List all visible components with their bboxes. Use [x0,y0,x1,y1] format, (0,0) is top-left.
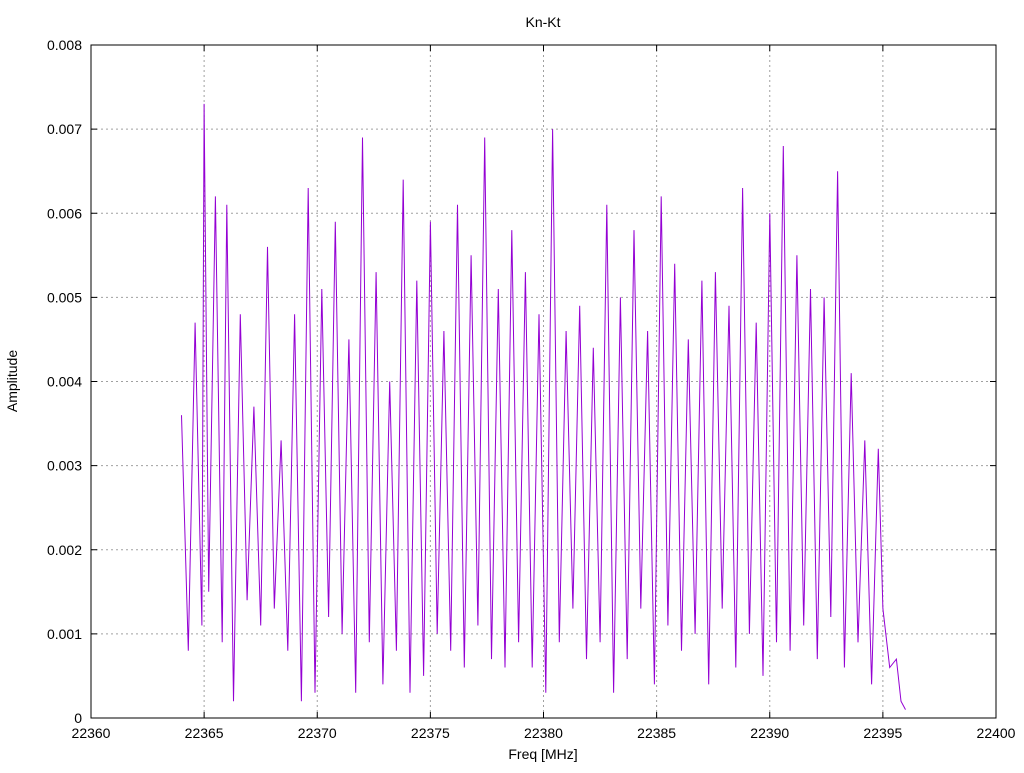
y-tick-label: 0.005 [47,289,82,305]
x-tick-label: 22385 [637,725,676,741]
x-tick-label: 22380 [524,725,563,741]
y-tick-label: 0.001 [47,626,82,642]
y-tick-label: 0.004 [47,374,82,390]
series-layer [181,103,906,710]
y-axis-label: Amplitude [4,350,20,412]
y-tick-label: 0.003 [47,458,82,474]
y-tick-label: 0.002 [47,542,82,558]
x-tick-label: 22375 [411,725,450,741]
chart-title: Kn-Kt [525,14,560,30]
series-line-0 [181,103,906,710]
grid-layer [91,45,996,718]
x-tick-label: 22390 [750,725,789,741]
x-tick-label: 22395 [863,725,902,741]
y-tick-label: 0.008 [47,37,82,53]
x-tick-label: 22370 [298,725,337,741]
y-tick-label: 0.007 [47,121,82,137]
tick-layer: 22360 22365 22370 22375 22380 22385 22390 22395… [47,37,1016,741]
x-tick-label: 22400 [977,725,1016,741]
x-axis-label: Freq [MHz] [508,746,577,762]
x-tick-label: 22360 [72,725,111,741]
y-tick-label: 0 [74,710,82,726]
y-tick-label: 0.006 [47,205,82,221]
x-tick-label: 22365 [185,725,224,741]
